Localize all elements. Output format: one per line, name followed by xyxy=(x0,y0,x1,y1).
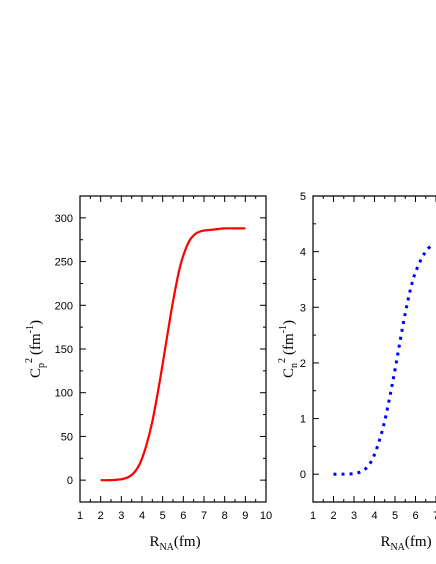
x-tick-label: 7 xyxy=(201,510,207,522)
x-tick-label: 5 xyxy=(160,510,166,522)
series-group xyxy=(100,227,246,482)
y-tick-label: 50 xyxy=(61,431,73,443)
right-panel-neutron: 1 2 3 4 5 6 7 0 1 2 3 4 5 Cn2(fm-1) RNA(fm) xyxy=(277,191,436,553)
x-tick-label: 5 xyxy=(392,510,398,522)
y-tick-label: 100 xyxy=(55,388,73,400)
y-tick-label: 4 xyxy=(300,247,306,259)
x-tick-label: 3 xyxy=(351,510,357,522)
tick-marks xyxy=(79,195,267,503)
y-tick-label: 5 xyxy=(300,191,306,203)
x-tick-label: 4 xyxy=(371,510,377,522)
x-axis-title: RNA(fm) xyxy=(380,534,431,553)
x-tick-label: 1 xyxy=(77,510,83,522)
y-tick-label: 200 xyxy=(55,300,73,312)
y-tick-label: 2 xyxy=(300,358,306,370)
y-axis-title: Cn2(fm-1) xyxy=(277,320,300,378)
y-tick-label: 0 xyxy=(300,469,306,481)
x-tick-label: 3 xyxy=(118,510,124,522)
x-tick-label: 4 xyxy=(139,510,145,522)
y-axis-title: Cp2(fm-1) xyxy=(24,320,47,378)
plot-frame xyxy=(79,195,267,503)
y-tick-label: 1 xyxy=(300,414,306,426)
y-tick-label: 150 xyxy=(55,344,73,356)
proton-series-line xyxy=(100,227,246,482)
y-tick-label: 300 xyxy=(55,213,73,225)
neutron-series-line xyxy=(333,243,435,476)
x-tick-label: 7 xyxy=(433,510,436,522)
y-tick-label: 0 xyxy=(67,475,73,487)
tick-labels: 1 2 3 4 5 6 7 0 1 2 3 4 5 xyxy=(300,191,436,522)
x-tick-label: 1 xyxy=(310,510,316,522)
x-tick-label: 9 xyxy=(242,510,248,522)
x-tick-label: 8 xyxy=(222,510,228,522)
tick-marks xyxy=(312,195,436,503)
x-tick-label: 2 xyxy=(98,510,104,522)
x-tick-label: 10 xyxy=(260,510,272,522)
x-tick-label: 6 xyxy=(412,510,418,522)
x-axis-title: RNA(fm) xyxy=(149,534,200,553)
series-group xyxy=(333,243,435,476)
x-tick-label: 2 xyxy=(330,510,336,522)
x-tick-label: 6 xyxy=(180,510,186,522)
y-tick-label: 3 xyxy=(300,302,306,314)
y-tick-label: 250 xyxy=(55,257,73,269)
